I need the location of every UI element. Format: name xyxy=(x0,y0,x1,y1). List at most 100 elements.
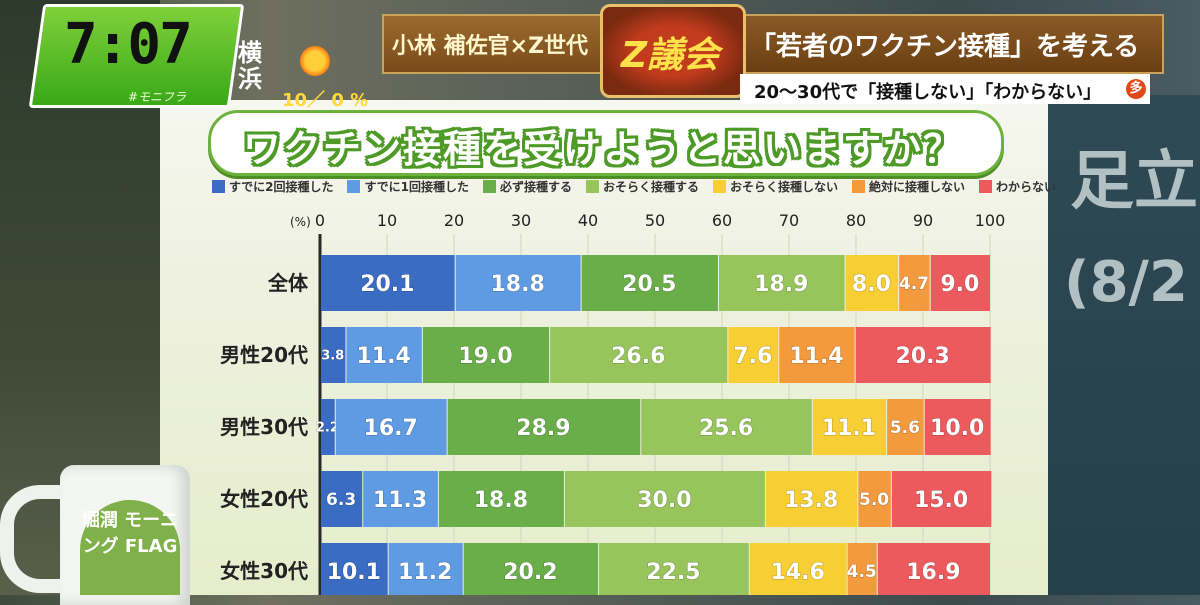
data-label: 9.0 xyxy=(940,272,979,297)
data-label: 3.8 xyxy=(321,349,344,364)
data-label: 18.9 xyxy=(754,272,808,297)
legend-label: すでに1回接種した xyxy=(364,180,469,194)
x-tick-label: 40 xyxy=(578,211,598,230)
banner-left-text: 小林 補佐官×Z世代 xyxy=(392,34,589,59)
bar-segment xyxy=(388,543,463,595)
data-label: 20.5 xyxy=(622,272,676,297)
legend-item: おそらく接種しない xyxy=(713,178,838,195)
bar-segment xyxy=(321,471,363,527)
data-label: 8.0 xyxy=(852,272,891,297)
x-tick-label: 0 xyxy=(315,211,325,230)
data-label: 11.4 xyxy=(357,344,411,369)
bar-segment xyxy=(877,543,990,595)
bar-segment xyxy=(335,399,447,455)
bar-segment xyxy=(447,399,641,455)
legend-label: 絶対に接種しない xyxy=(869,180,966,194)
data-label: 11.2 xyxy=(398,560,452,585)
data-label: 30.0 xyxy=(637,488,691,513)
bar-segment xyxy=(930,255,990,311)
x-tick-label: 20 xyxy=(444,211,464,230)
legend-item: わからない xyxy=(979,178,1056,195)
bar-segment xyxy=(564,471,765,527)
bar-segment xyxy=(855,327,991,383)
data-label: 16.7 xyxy=(364,416,418,441)
bar-segment xyxy=(321,543,388,595)
bar-segment xyxy=(363,471,438,527)
legend-label: わからない xyxy=(996,180,1057,194)
data-label: 28.9 xyxy=(516,416,570,441)
bar-segment xyxy=(728,327,779,383)
legend-item: すでに2回接種した xyxy=(212,178,333,195)
background-text-2: (8/2 xyxy=(1064,250,1188,315)
data-label: 5.6 xyxy=(890,418,920,438)
data-label: 10.1 xyxy=(327,560,381,585)
data-label: 18.8 xyxy=(491,272,545,297)
background-screen xyxy=(1040,95,1200,595)
x-tick-label: 90 xyxy=(913,211,933,230)
chart-title: ワクチン接種を受けようと思いますか？ xyxy=(242,127,963,171)
mug-logo: 堀潤 モーニング FLAG xyxy=(80,500,180,595)
category-label: 男性30代 xyxy=(220,415,308,439)
background-text-1: 足立 xyxy=(1070,145,1198,219)
bar-segment xyxy=(599,543,749,595)
banner-left xyxy=(382,14,611,74)
axis-unit-label: (%) xyxy=(290,215,311,229)
bar-segment xyxy=(845,255,899,311)
title-pill xyxy=(208,110,1004,176)
subtitle-text: 20～30代で「接種しない」「わからない」 xyxy=(754,82,1102,103)
bar-segment xyxy=(321,399,335,455)
bar-segment xyxy=(321,255,455,311)
banner-right-text: 「若者のワクチン接種」を考える xyxy=(750,32,1140,62)
legend-item: おそらく接種する xyxy=(585,178,699,195)
bar-segment xyxy=(550,327,728,383)
sun-icon xyxy=(300,46,330,76)
show-logo xyxy=(600,4,746,98)
x-tick-label: 60 xyxy=(712,211,732,230)
bar-segment xyxy=(765,471,858,527)
x-tick-label: 30 xyxy=(511,211,531,230)
legend-item: 必ず接種する xyxy=(482,178,572,195)
bar-segment xyxy=(891,471,992,527)
bar-segment xyxy=(422,327,550,383)
data-label: 16.9 xyxy=(906,560,960,585)
data-label: 22.5 xyxy=(646,560,700,585)
legend-item: すでに1回接種した xyxy=(347,178,469,195)
data-label: 10.0 xyxy=(930,416,984,441)
x-tick-label: 10 xyxy=(377,211,397,230)
bar-segment xyxy=(321,327,346,383)
data-label: 15.0 xyxy=(914,488,968,513)
bar-segment xyxy=(346,327,422,383)
category-label: 全体 xyxy=(267,271,309,295)
x-tick-label: 100 xyxy=(975,211,1006,230)
data-label: 20.2 xyxy=(503,560,557,585)
bar-segment xyxy=(641,399,812,455)
data-label: 13.8 xyxy=(784,488,838,513)
bar-segment xyxy=(718,255,845,311)
data-label: 2.2 xyxy=(316,421,339,436)
data-label: 11.4 xyxy=(789,344,843,369)
bar-segment xyxy=(847,543,877,595)
bar-segment xyxy=(463,543,599,595)
data-label: 18.8 xyxy=(474,488,528,513)
chart-legend: すでに2回接種した すでに1回接種した 必ず接種する おそらく接種する おそらく接種しな… xyxy=(212,178,1056,195)
data-label: 4.7 xyxy=(899,274,929,294)
show-logo-text: Z議会 xyxy=(620,35,720,76)
data-label: 20.1 xyxy=(360,272,414,297)
legend-label: おそらく接種する xyxy=(602,180,699,194)
data-label: 4.5 xyxy=(847,562,877,582)
data-label: 19.0 xyxy=(458,344,512,369)
data-label: 20.3 xyxy=(896,344,950,369)
category-label: 女性30代 xyxy=(220,559,308,583)
legend-swatch xyxy=(713,180,726,193)
bar-segment xyxy=(581,255,718,311)
bar-segment xyxy=(899,255,930,311)
clock-time: 7:07 xyxy=(64,12,193,77)
legend-label: おそらく接種しない xyxy=(730,180,839,194)
legend-label: 必ず接種する xyxy=(499,180,572,194)
bar-segment xyxy=(887,399,924,455)
legend-swatch xyxy=(347,180,361,193)
bar-segment xyxy=(749,543,847,595)
bar-segment xyxy=(438,471,564,527)
legend-swatch xyxy=(585,180,599,193)
